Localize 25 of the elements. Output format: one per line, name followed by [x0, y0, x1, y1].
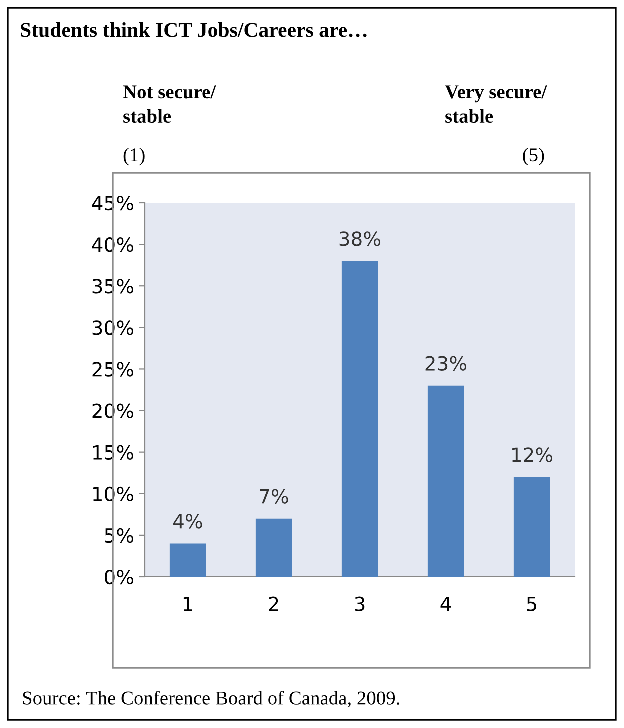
x-tick-label: 5	[527, 597, 536, 612]
x-tick-label: 3	[355, 596, 365, 612]
bar	[170, 544, 206, 577]
data-label: 23%	[426, 356, 467, 371]
text: (5)	[523, 148, 544, 166]
text: (1)	[124, 148, 145, 166]
bar	[256, 518, 292, 577]
chart-title: Students think ICT Jobs/Careers are…	[21, 22, 367, 38]
y-tick-label: 35%	[92, 279, 134, 294]
y-tick-label: 15%	[94, 445, 134, 460]
y-tick-label: 25%	[92, 362, 134, 377]
source-note: Source: The Conference Board of Canada, 2009.	[23, 690, 400, 708]
data-label: 4%	[174, 514, 202, 529]
bar	[428, 386, 464, 577]
y-tick-label: 45%	[92, 196, 134, 211]
x-tick-label: 2	[269, 596, 278, 612]
text: Not secure/ stable	[123, 86, 216, 124]
data-label: 12%	[512, 448, 553, 462]
data-label: 38%	[340, 232, 381, 246]
x-tick-label: 1	[184, 597, 192, 612]
bar	[342, 261, 378, 577]
text: Very secure/ stable	[445, 86, 548, 124]
x-tick-label: 4	[440, 597, 452, 612]
data-label: 7%	[260, 489, 288, 504]
bar	[514, 477, 550, 577]
